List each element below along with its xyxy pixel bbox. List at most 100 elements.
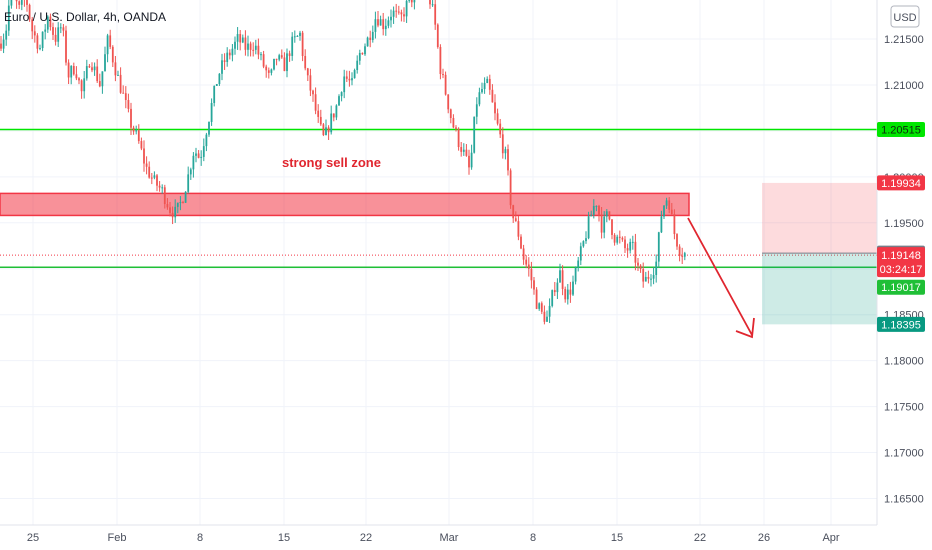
svg-text:03:24:17: 03:24:17	[880, 264, 923, 276]
candle	[556, 278, 559, 299]
candle	[436, 23, 439, 49]
candle	[70, 65, 73, 85]
candle	[26, 0, 28, 12]
candle	[278, 53, 281, 62]
candle	[358, 49, 361, 65]
candle	[353, 68, 356, 79]
candle	[325, 119, 327, 136]
currency-label: USD	[893, 12, 916, 24]
time-tick-label: 8	[197, 532, 203, 544]
candle	[236, 27, 239, 50]
candle	[507, 144, 509, 176]
candle	[527, 257, 530, 277]
stop-loss-zone[interactable]	[762, 182, 877, 254]
candle	[369, 30, 372, 48]
chart-title: Euro / U.S. Dollar, 4h, OANDA	[4, 10, 166, 24]
candle	[148, 161, 151, 179]
candle	[364, 43, 366, 56]
time-tick-label: Feb	[108, 532, 127, 544]
candle	[7, 0, 10, 36]
candle	[475, 97, 478, 125]
candle	[192, 152, 195, 178]
candle	[585, 231, 587, 244]
short-position-tool[interactable]	[762, 182, 877, 325]
candle	[540, 301, 543, 315]
candle	[135, 125, 138, 135]
candle	[41, 31, 44, 52]
candle	[293, 30, 296, 43]
candle	[595, 205, 598, 212]
candle	[644, 271, 647, 282]
candle	[20, 0, 23, 11]
candle	[530, 261, 533, 289]
candle	[501, 127, 504, 159]
horizontal-levels[interactable]	[0, 128, 877, 268]
candle	[572, 275, 574, 296]
time-tick-label: 25	[27, 532, 39, 544]
projection-arrow[interactable]	[687, 217, 755, 339]
candle	[273, 58, 275, 71]
candle	[72, 62, 75, 76]
candle	[382, 12, 385, 36]
candle	[330, 105, 333, 135]
candle	[257, 38, 260, 60]
candle	[296, 35, 299, 37]
candle	[621, 236, 624, 242]
candle	[189, 167, 192, 180]
candle	[533, 276, 535, 295]
candle	[608, 211, 611, 221]
candle	[676, 233, 678, 250]
candle	[104, 46, 106, 72]
candle	[611, 218, 613, 240]
level-tag-upper: 1.20515	[877, 122, 925, 138]
candle	[10, 0, 13, 9]
candle	[392, 6, 395, 24]
candle	[431, 0, 434, 7]
candle	[535, 287, 538, 310]
candle	[109, 29, 112, 50]
candle	[634, 233, 637, 271]
candle	[429, 0, 431, 9]
candle	[31, 16, 34, 40]
candle	[267, 67, 270, 79]
candle	[405, 0, 408, 23]
candle	[78, 77, 80, 85]
candle	[473, 116, 476, 154]
candle	[444, 71, 447, 96]
candle	[210, 98, 213, 126]
take-profit-zone[interactable]	[762, 253, 877, 325]
candle	[520, 234, 522, 250]
candle	[158, 181, 161, 192]
candle	[384, 18, 387, 36]
candle	[332, 113, 335, 122]
candle	[221, 53, 223, 81]
candle	[176, 202, 179, 214]
candle	[202, 138, 205, 162]
candle	[327, 125, 330, 141]
time-tick-label: Apr	[822, 532, 839, 544]
candle	[592, 199, 595, 219]
candle	[36, 33, 39, 54]
candle	[88, 64, 91, 68]
candle	[254, 39, 257, 55]
candle	[67, 59, 70, 85]
candle	[400, 9, 403, 22]
time-axis[interactable]: 25 Feb 8 15 22 Mar 8 15 22 26 Apr	[27, 532, 840, 544]
candlestick-series	[0, 0, 686, 325]
currency-button[interactable]: USD	[890, 5, 920, 28]
candle	[239, 30, 242, 51]
strong-sell-zone-box[interactable]	[0, 192, 690, 217]
candle	[33, 25, 36, 43]
candle	[442, 68, 444, 79]
candle	[343, 69, 346, 99]
candle	[410, 0, 413, 8]
candle	[286, 48, 288, 78]
candle	[577, 257, 580, 272]
candle	[93, 62, 96, 76]
candle	[642, 262, 645, 288]
price-tick-label: 1.21000	[884, 80, 924, 92]
candle	[319, 109, 322, 126]
candle	[468, 149, 470, 175]
candle	[166, 198, 169, 210]
